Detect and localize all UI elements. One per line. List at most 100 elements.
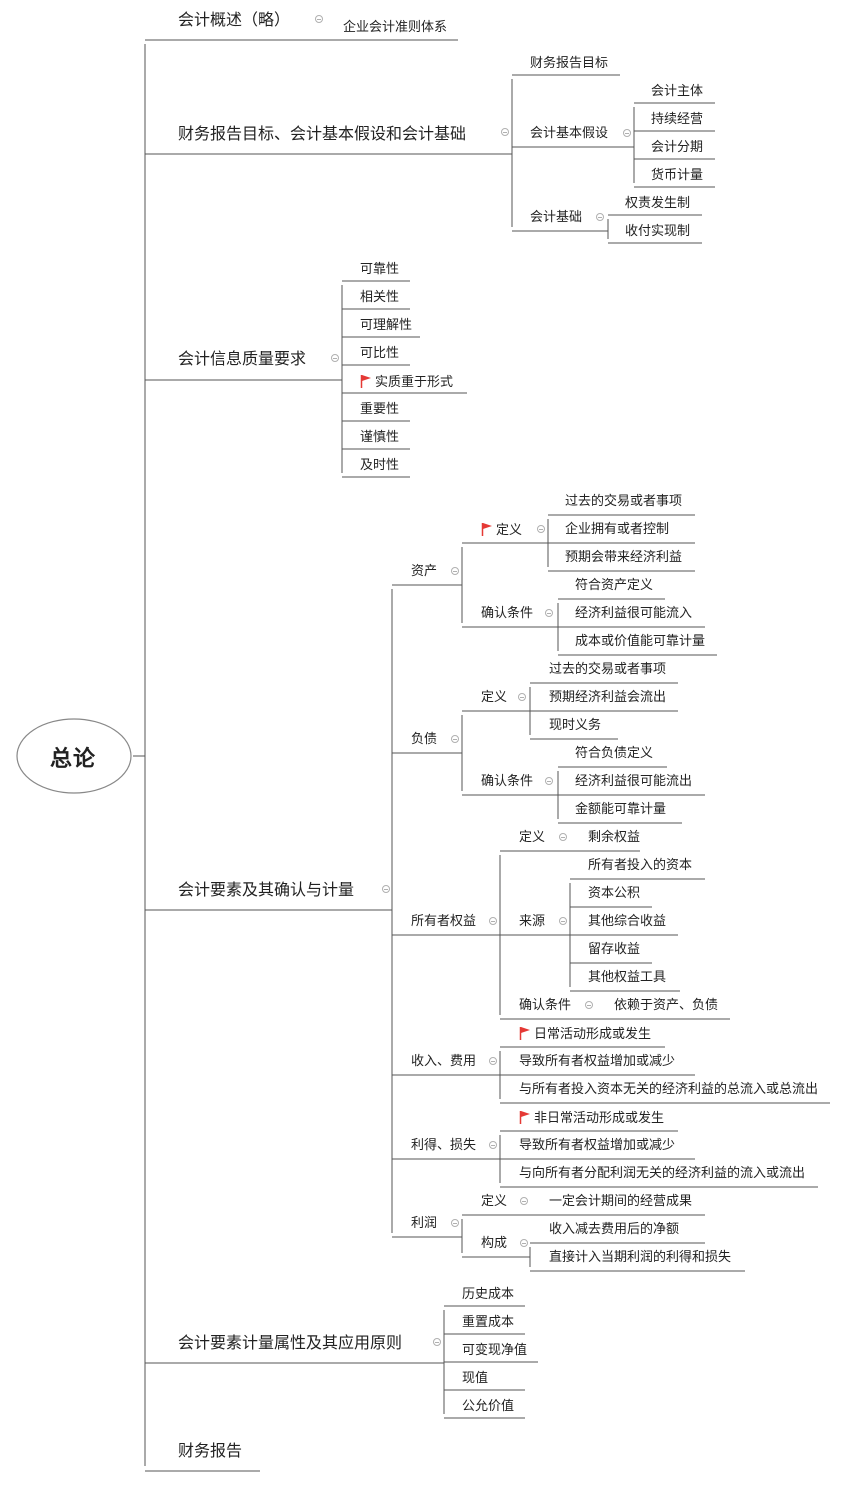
node-income-item[interactable]: 导致所有者权益增加或减少 bbox=[519, 1054, 676, 1069]
node-measure-item[interactable]: 公允价值 bbox=[462, 1399, 515, 1414]
node-liability-cond[interactable]: 确认条件 bbox=[481, 774, 534, 789]
node-liability-cond-item[interactable]: 金额能可靠计量 bbox=[575, 802, 667, 817]
node-equity-src-item[interactable]: 其他权益工具 bbox=[588, 970, 667, 985]
collapse-icon[interactable] bbox=[520, 1239, 528, 1247]
node-profit[interactable]: 利润 bbox=[411, 1216, 438, 1231]
node-liability-def-item[interactable]: 预期经济利益会流出 bbox=[549, 690, 667, 705]
node-liability-cond-item[interactable]: 符合负债定义 bbox=[575, 746, 654, 761]
node-quality-item[interactable]: 可靠性 bbox=[360, 262, 400, 277]
node-equity-src-item[interactable]: 留存收益 bbox=[588, 942, 641, 957]
collapse-icon[interactable] bbox=[545, 609, 553, 617]
node-liability-def-item[interactable]: 过去的交易或者事项 bbox=[549, 662, 667, 677]
node-asset-cond-item[interactable]: 成本或价值能可靠计量 bbox=[575, 634, 706, 649]
node-income-item-flagged[interactable]: 日常活动形成或发生 bbox=[519, 1026, 651, 1043]
collapse-icon[interactable] bbox=[331, 354, 339, 362]
branch-report[interactable]: 财务报告 bbox=[178, 1441, 243, 1460]
branch-measurement[interactable]: 会计要素计量属性及其应用原则 bbox=[178, 1333, 403, 1352]
node-profit-comp-item[interactable]: 收入减去费用后的净额 bbox=[549, 1222, 680, 1237]
branch-elements[interactable]: 会计要素及其确认与计量 bbox=[178, 880, 355, 899]
red-flag-icon bbox=[481, 523, 492, 536]
node-asset-cond-item[interactable]: 经济利益很可能流入 bbox=[575, 606, 693, 621]
node-goal[interactable]: 财务报告目标 bbox=[530, 56, 609, 71]
node-gain-item-label: 非日常活动形成或发生 bbox=[534, 1111, 665, 1126]
node-assumption-item[interactable]: 会计主体 bbox=[651, 84, 704, 99]
node-equity[interactable]: 所有者权益 bbox=[411, 914, 477, 929]
node-quality-item[interactable]: 谨慎性 bbox=[360, 430, 400, 445]
node-assumption-item[interactable]: 持续经营 bbox=[651, 112, 704, 127]
collapse-icon[interactable] bbox=[489, 917, 497, 925]
node-measure-item[interactable]: 重置成本 bbox=[462, 1315, 515, 1330]
node-asset-def-item[interactable]: 过去的交易或者事项 bbox=[565, 494, 683, 509]
node-asset-def-item[interactable]: 企业拥有或者控制 bbox=[565, 522, 670, 537]
collapse-icon[interactable] bbox=[623, 129, 631, 137]
collapse-icon[interactable] bbox=[382, 885, 390, 893]
node-equity-src-item[interactable]: 所有者投入的资本 bbox=[588, 858, 693, 873]
branch-objectives[interactable]: 财务报告目标、会计基本假设和会计基础 bbox=[178, 124, 467, 143]
root-node[interactable] bbox=[14, 716, 134, 796]
collapse-icon[interactable] bbox=[537, 525, 545, 533]
collapse-icon[interactable] bbox=[433, 1338, 441, 1346]
node-equity-def-value[interactable]: 剩余权益 bbox=[588, 830, 641, 845]
node-gain-item[interactable]: 导致所有者权益增加或减少 bbox=[519, 1138, 676, 1153]
node-quality-item[interactable]: 可理解性 bbox=[360, 318, 413, 333]
collapse-icon[interactable] bbox=[451, 1219, 459, 1227]
node-equity-def[interactable]: 定义 bbox=[519, 830, 546, 845]
node-income-item[interactable]: 与所有者投入资本无关的经济利益的总流入或总流出 bbox=[519, 1082, 819, 1097]
node-measure-item[interactable]: 可变现净值 bbox=[462, 1343, 528, 1358]
collapse-icon[interactable] bbox=[451, 735, 459, 743]
node-gain-item[interactable]: 与向所有者分配利润无关的经济利益的流入或流出 bbox=[519, 1166, 806, 1181]
node-quality-item[interactable]: 相关性 bbox=[360, 290, 400, 305]
node-income[interactable]: 收入、费用 bbox=[411, 1054, 477, 1069]
collapse-icon[interactable] bbox=[559, 917, 567, 925]
node-equity-cond[interactable]: 确认条件 bbox=[519, 998, 572, 1013]
node-quality-item[interactable]: 可比性 bbox=[360, 346, 400, 361]
node-liability-def[interactable]: 定义 bbox=[481, 690, 508, 705]
collapse-icon[interactable] bbox=[501, 128, 509, 136]
collapse-icon[interactable] bbox=[559, 833, 567, 841]
node-assumption[interactable]: 会计基本假设 bbox=[530, 126, 609, 141]
node-assumption-item[interactable]: 货币计量 bbox=[651, 168, 704, 183]
node-measure-item[interactable]: 历史成本 bbox=[462, 1287, 515, 1302]
node-asset[interactable]: 资产 bbox=[411, 564, 438, 579]
node-equity-src-item[interactable]: 资本公积 bbox=[588, 886, 641, 901]
node-asset-def[interactable]: 定义 bbox=[481, 522, 522, 539]
node-gain[interactable]: 利得、损失 bbox=[411, 1138, 477, 1153]
node-asset-cond[interactable]: 确认条件 bbox=[481, 606, 534, 621]
collapse-icon[interactable] bbox=[489, 1141, 497, 1149]
node-gain-item-flagged[interactable]: 非日常活动形成或发生 bbox=[519, 1110, 664, 1127]
node-quality-item[interactable]: 重要性 bbox=[360, 402, 400, 417]
collapse-icon[interactable] bbox=[520, 1197, 528, 1205]
node-liability-cond-item[interactable]: 经济利益很可能流出 bbox=[575, 774, 693, 789]
node-basis-item[interactable]: 权责发生制 bbox=[625, 196, 691, 211]
node-equity-src[interactable]: 来源 bbox=[519, 914, 546, 929]
collapse-icon[interactable] bbox=[545, 777, 553, 785]
collapse-icon[interactable] bbox=[451, 567, 459, 575]
node-asset-cond-item[interactable]: 符合资产定义 bbox=[575, 578, 654, 593]
collapse-icon[interactable] bbox=[315, 15, 323, 23]
node-liability[interactable]: 负债 bbox=[411, 732, 438, 747]
branch-quality[interactable]: 会计信息质量要求 bbox=[178, 349, 307, 368]
node-profit-def-value[interactable]: 一定会计期间的经营成果 bbox=[549, 1194, 693, 1209]
collapse-icon[interactable] bbox=[585, 1001, 593, 1009]
node-asset-def-item[interactable]: 预期会带来经济利益 bbox=[565, 550, 683, 565]
node-equity-cond-value[interactable]: 依赖于资产、负债 bbox=[614, 998, 719, 1013]
node-measure-item[interactable]: 现值 bbox=[462, 1371, 489, 1386]
node-asset-def-label: 定义 bbox=[496, 523, 523, 538]
node-basis[interactable]: 会计基础 bbox=[530, 210, 583, 225]
node-quality-item-flagged[interactable]: 实质重于形式 bbox=[360, 374, 453, 391]
node-standards[interactable]: 企业会计准则体系 bbox=[343, 20, 448, 35]
node-liability-def-item[interactable]: 现时义务 bbox=[549, 718, 602, 733]
node-profit-comp[interactable]: 构成 bbox=[481, 1236, 508, 1251]
collapse-icon[interactable] bbox=[518, 693, 526, 701]
node-quality-item[interactable]: 及时性 bbox=[360, 458, 400, 473]
branch-overview[interactable]: 会计概述（略） bbox=[178, 10, 291, 29]
collapse-icon[interactable] bbox=[596, 213, 604, 221]
node-equity-src-item[interactable]: 其他综合收益 bbox=[588, 914, 667, 929]
node-profit-def[interactable]: 定义 bbox=[481, 1194, 508, 1209]
node-basis-item[interactable]: 收付实现制 bbox=[625, 224, 691, 239]
collapse-icon[interactable] bbox=[489, 1057, 497, 1065]
node-quality-item-label: 实质重于形式 bbox=[375, 375, 454, 390]
node-assumption-item[interactable]: 会计分期 bbox=[651, 140, 704, 155]
node-profit-comp-item[interactable]: 直接计入当期利润的利得和损失 bbox=[549, 1250, 732, 1265]
